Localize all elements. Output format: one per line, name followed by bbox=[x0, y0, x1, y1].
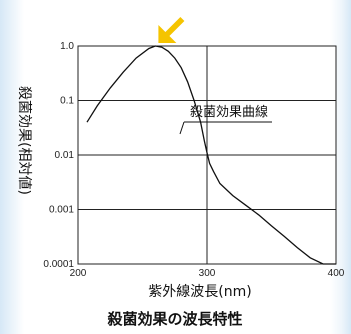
x-tick-label: 300 bbox=[199, 268, 216, 279]
x-axis-label: 紫外線波長(nm) bbox=[148, 284, 251, 300]
x-ticks: 200 300 400 bbox=[70, 268, 345, 279]
annotation-label: 殺菌効果曲線 bbox=[190, 104, 268, 120]
x-tick-label: 400 bbox=[328, 268, 345, 279]
x-tick-label: 200 bbox=[70, 268, 87, 279]
y-tick-label: 0.01 bbox=[55, 150, 75, 161]
y-tick-label: 0.0001 bbox=[43, 259, 74, 270]
y-axis-label: 殺菌効果(相対値) bbox=[16, 86, 32, 195]
plot-border bbox=[77, 45, 337, 265]
series-line bbox=[86, 45, 336, 265]
y-ticks: 1.0 0.1 0.01 0.001 0.0001 bbox=[43, 41, 74, 270]
y-tick-label: 1.0 bbox=[60, 41, 74, 52]
y-tick-label: 0.001 bbox=[49, 205, 74, 216]
peak-arrow-icon bbox=[158, 17, 185, 43]
y-tick-label: 0.1 bbox=[60, 96, 74, 107]
chart-title: 殺菌効果の波長特性 bbox=[106, 310, 242, 328]
annotation-leader bbox=[179, 121, 185, 135]
